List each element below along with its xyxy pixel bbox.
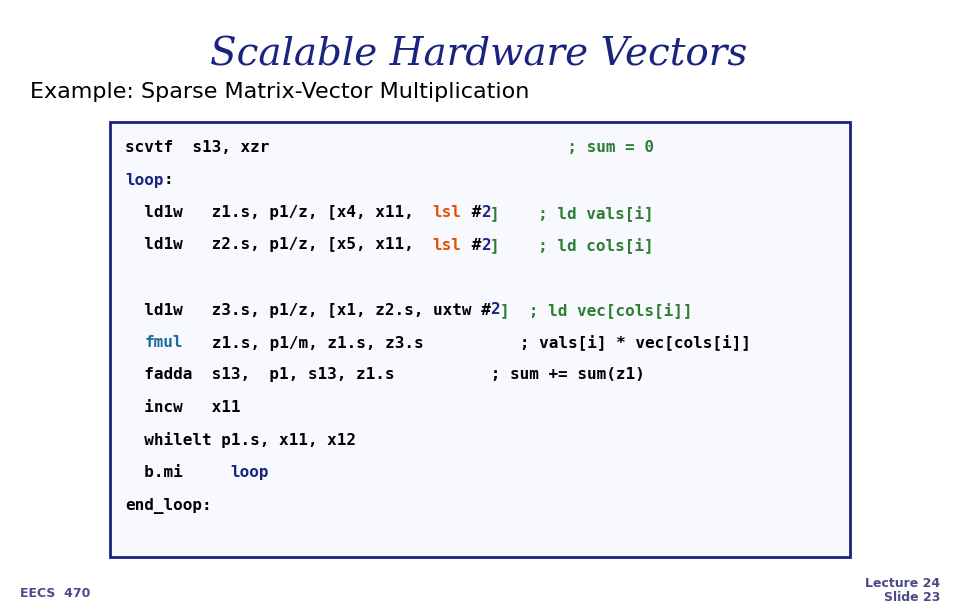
Text: 2: 2: [481, 237, 490, 253]
Text: Lecture 24: Lecture 24: [865, 577, 940, 590]
Text: whilelt p1.s, x11, x12: whilelt p1.s, x11, x12: [125, 433, 356, 449]
Text: ]    ; ld vals[i]: ] ; ld vals[i]: [490, 205, 654, 221]
Text: ]  ; ld vec[cols[i]]: ] ; ld vec[cols[i]]: [500, 302, 693, 318]
Text: incw   x11: incw x11: [125, 400, 240, 415]
Text: ld1w   z2.s, p1/z, [x5, x11,: ld1w z2.s, p1/z, [x5, x11,: [125, 237, 433, 253]
Text: end_loop:: end_loop:: [125, 498, 212, 513]
Text: ; sum = 0: ; sum = 0: [269, 140, 654, 155]
Text: EECS  470: EECS 470: [20, 587, 90, 600]
Text: loop: loop: [125, 173, 164, 187]
Text: fadda  s13,  p1, s13, z1.s          ; sum += sum(z1): fadda s13, p1, s13, z1.s ; sum += sum(z1…: [125, 367, 645, 382]
Text: fmul: fmul: [145, 335, 183, 350]
Text: ld1w   z3.s, p1/z, [x1, z2.s, uxtw #: ld1w z3.s, p1/z, [x1, z2.s, uxtw #: [125, 302, 490, 318]
Text: lsl: lsl: [433, 205, 462, 220]
Text: scvtf  s13, xzr: scvtf s13, xzr: [125, 140, 269, 155]
Text: ld1w   z1.s, p1/z, [x4, x11,: ld1w z1.s, p1/z, [x4, x11,: [125, 205, 433, 220]
Text: loop: loop: [231, 465, 269, 480]
Text: z1.s, p1/m, z1.s, z3.s          ; vals[i] * vec[cols[i]]: z1.s, p1/m, z1.s, z3.s ; vals[i] * vec[c…: [183, 335, 750, 351]
Text: 2: 2: [490, 302, 500, 318]
Text: #: #: [462, 205, 481, 220]
Text: #: #: [462, 237, 481, 253]
Text: Example: Sparse Matrix-Vector Multiplication: Example: Sparse Matrix-Vector Multiplica…: [30, 82, 530, 102]
Text: :: :: [164, 173, 173, 187]
Text: b.mi: b.mi: [125, 465, 231, 480]
Text: 2: 2: [481, 205, 490, 220]
Text: Scalable Hardware Vectors: Scalable Hardware Vectors: [211, 37, 747, 74]
FancyBboxPatch shape: [110, 122, 850, 557]
Text: Slide 23: Slide 23: [883, 591, 940, 604]
Text: ]    ; ld cols[i]: ] ; ld cols[i]: [490, 237, 654, 253]
Text: lsl: lsl: [433, 237, 462, 253]
